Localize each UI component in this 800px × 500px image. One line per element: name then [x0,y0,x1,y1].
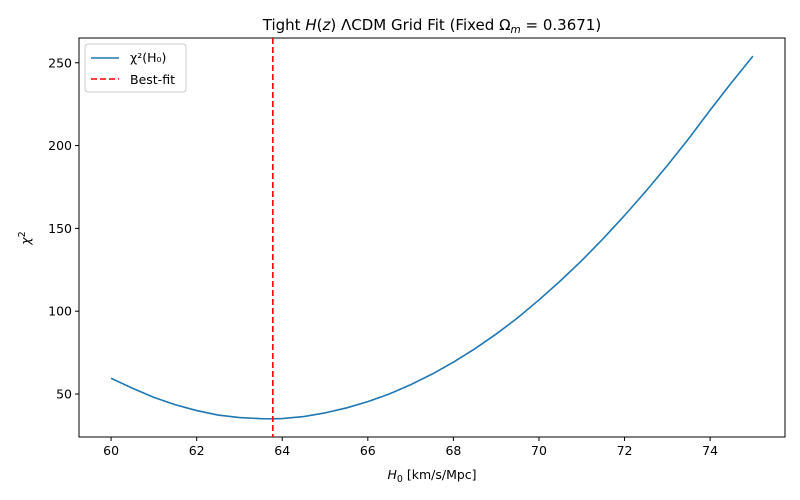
plot-frame [78,37,786,438]
x-tick-label: 60 [103,443,119,458]
x-tick-label: 68 [445,443,461,458]
y-tick-label: 250 [48,55,72,70]
y-tick-label: 50 [56,387,72,402]
y-tick-label: 200 [48,138,72,153]
y-tick-label: 150 [48,221,72,236]
series-line-chi2 [110,55,754,420]
x-tick-label: 64 [274,443,290,458]
legend-label-best-fit: Best-fit [130,72,175,87]
x-tick-label: 72 [617,443,633,458]
x-axis-ticks: 60 62 64 66 68 70 72 74 [103,437,718,458]
y-tick-label: 100 [48,304,72,319]
legend: χ²(H₀) Best-fit [84,43,187,93]
y-axis-label: χ2 [17,231,33,245]
plot-area [110,38,754,437]
x-tick-label: 74 [702,443,718,458]
x-tick-label: 62 [189,443,205,458]
x-axis-label: H0 [km/s/Mpc] [387,467,476,485]
chart-title: Tight H(z) ΛCDM Grid Fit (Fixed Ωm = 0.3… [262,16,601,36]
y-axis-ticks: 50 100 150 200 250 [48,55,79,402]
x-tick-label: 66 [360,443,376,458]
legend-box [84,43,187,93]
legend-label-chi2: χ²(H₀) [130,50,166,65]
x-tick-label: 70 [531,443,547,458]
